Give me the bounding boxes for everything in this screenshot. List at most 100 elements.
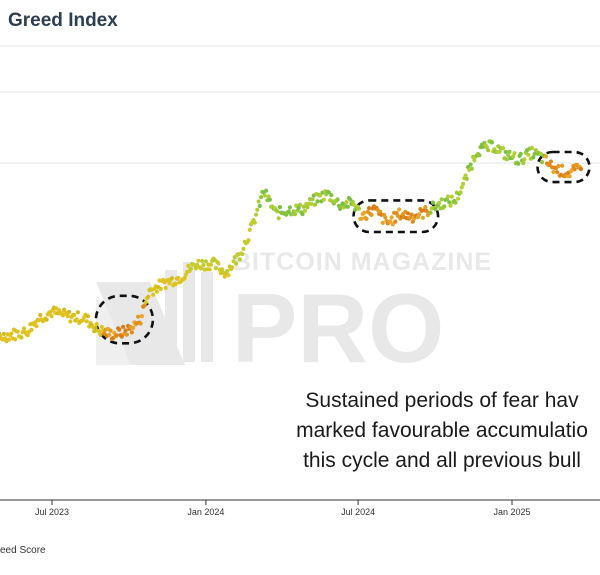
data-point (395, 213, 400, 218)
data-point (456, 196, 461, 201)
data-point (256, 199, 261, 204)
data-point (423, 205, 428, 210)
data-point (351, 202, 356, 207)
data-point (530, 145, 535, 151)
data-point (518, 151, 523, 156)
data-point (301, 204, 306, 209)
fear-period-highlight (352, 199, 440, 234)
data-point (9, 331, 14, 336)
data-point (94, 322, 99, 327)
data-point (439, 197, 444, 202)
chart-title: Greed Index (8, 10, 118, 31)
data-point (201, 263, 206, 268)
data-point (312, 202, 318, 207)
data-point (233, 261, 239, 266)
highlight-periods (94, 150, 591, 345)
data-point (119, 334, 124, 339)
data-point (442, 204, 447, 209)
data-point (521, 161, 526, 166)
data-point (255, 207, 260, 212)
data-point (292, 212, 298, 217)
data-point (34, 324, 39, 329)
data-point (430, 200, 436, 205)
data-point (345, 204, 350, 209)
data-point (531, 155, 536, 160)
x-tick-label: Jul 2023 (35, 507, 69, 517)
data-point (448, 203, 453, 208)
data-point (297, 202, 303, 207)
data-point (486, 148, 491, 153)
data-point (114, 333, 119, 338)
watermark-top-text: BITCOIN MAGAZINE (233, 248, 492, 276)
data-point (305, 205, 310, 210)
data-point (264, 188, 269, 193)
data-point (230, 265, 235, 270)
data-point (188, 266, 193, 271)
data-point (489, 140, 494, 145)
data-point (216, 261, 221, 266)
data-point (501, 146, 506, 151)
data-point (136, 314, 141, 319)
data-point (449, 194, 454, 199)
data-point (548, 159, 554, 164)
data-point (277, 205, 282, 210)
data-point (92, 329, 97, 334)
data-point (543, 154, 549, 159)
watermark-main-text: PRO (232, 273, 444, 383)
data-point (309, 201, 314, 207)
data-point (315, 199, 320, 204)
data-point (254, 212, 259, 217)
data-point (154, 289, 160, 294)
data-point (551, 169, 556, 175)
data-point (567, 174, 572, 179)
data-point (468, 162, 473, 167)
data-point (507, 149, 512, 154)
data-point (44, 317, 49, 322)
data-point (469, 166, 474, 171)
data-point (321, 197, 326, 202)
data-point (437, 200, 442, 205)
data-point (286, 209, 291, 214)
data-point (247, 227, 252, 232)
fear-period-highlight (536, 150, 591, 184)
data-point (142, 303, 147, 308)
data-point (124, 332, 129, 337)
data-point (93, 325, 98, 331)
data-point (13, 337, 18, 342)
legend-label: eed Score (0, 545, 46, 556)
data-point (335, 197, 340, 202)
data-point (453, 200, 458, 205)
data-point (186, 263, 191, 268)
data-point (380, 220, 385, 225)
data-point (207, 267, 212, 272)
data-point (516, 161, 521, 166)
data-point (302, 208, 308, 213)
data-point (459, 185, 464, 190)
data-point (503, 149, 508, 154)
data-point (326, 190, 331, 195)
data-point (275, 209, 280, 214)
data-point (193, 266, 198, 271)
data-point (300, 212, 305, 217)
data-point (504, 157, 510, 162)
data-point (25, 333, 30, 338)
x-axis-ticks: Jul 2023 Jan 2024 Jul 2024 Jan 2025 (35, 500, 531, 517)
annotation-line: this cycle and all previous bull (303, 449, 581, 472)
data-point (361, 210, 367, 215)
data-point (208, 262, 213, 267)
data-point (397, 207, 402, 212)
data-point (176, 275, 181, 280)
data-point (146, 294, 151, 299)
data-point (169, 276, 175, 281)
data-point (276, 216, 281, 221)
data-point (99, 324, 104, 330)
data-point (213, 265, 218, 271)
data-point (420, 215, 425, 220)
data-point (121, 324, 126, 329)
data-point (246, 238, 251, 243)
data-point (75, 310, 80, 315)
data-point (445, 194, 451, 199)
data-point (526, 152, 531, 157)
data-point (198, 266, 203, 271)
data-point (62, 307, 67, 312)
